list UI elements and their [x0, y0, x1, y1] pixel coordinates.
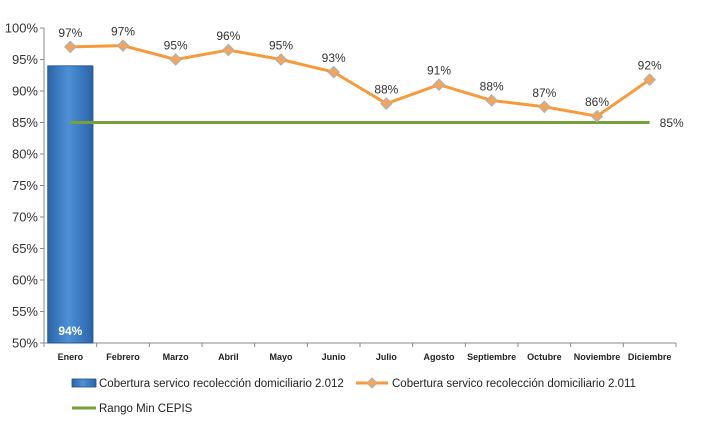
- line-data-label: 88%: [374, 83, 398, 97]
- x-tick-label: Mayo: [269, 352, 293, 362]
- line-data-label: 96%: [216, 29, 240, 43]
- x-tick-label: Abril: [218, 352, 239, 362]
- y-tick-label: 95%: [12, 52, 38, 67]
- line-2011-marker: [643, 73, 657, 87]
- bar: [47, 65, 94, 344]
- line-data-label: 97%: [111, 25, 135, 39]
- x-tick-label: Agosto: [424, 352, 455, 362]
- line-2011-marker: [537, 100, 551, 114]
- bar-series-2012: [47, 65, 94, 344]
- x-tick-label: Julio: [376, 352, 398, 362]
- line-2011-marker: [379, 97, 393, 110]
- line-2011-marker: [485, 94, 499, 107]
- line-data-label: 92%: [638, 59, 662, 73]
- x-tick-label: Marzo: [163, 352, 190, 362]
- y-tick-label: 70%: [12, 210, 38, 225]
- line-2011-marker: [169, 53, 183, 66]
- line-2011-marker: [590, 109, 604, 123]
- y-tick-label: 65%: [12, 241, 38, 256]
- x-axis: Enero Febrero Marzo Abril Mayo Junio Julio Agos…: [43, 342, 677, 362]
- line-2011-path: [70, 44, 651, 118]
- x-tick-label: Enero: [58, 352, 84, 362]
- line-data-label: 93%: [322, 51, 346, 65]
- y-tick-label: 60%: [12, 273, 38, 288]
- legend-marker-2011: [366, 377, 378, 389]
- line-data-label: 95%: [164, 39, 188, 53]
- x-tick-label: Octubre: [527, 352, 562, 362]
- x-tick-label: Febrero: [106, 352, 140, 362]
- line-2011-marker: [116, 39, 130, 52]
- x-tick-label: Noviembre: [574, 352, 621, 362]
- line-data-label: 95%: [269, 39, 293, 53]
- line-2011-marker: [221, 43, 235, 57]
- line-data-label: 87%: [532, 86, 556, 100]
- legend-label-bar: Cobertura servico recolección domiciliar…: [99, 378, 344, 390]
- line-series-2011: [63, 39, 657, 123]
- legend-label-line-2011: Cobertura servico recolección domiciliar…: [392, 378, 636, 390]
- line-data-label: 86%: [585, 95, 609, 109]
- y-tick-label: 80%: [12, 147, 38, 162]
- line-data-label: 88%: [480, 79, 504, 93]
- x-tick-label: Junio: [322, 352, 347, 362]
- data-labels: 94% 85% 97% 97% 95% 96% 95% 93% 88% 91% 88% 87% 86% 9…: [58, 25, 684, 338]
- x-tick-label: Septiembre: [467, 352, 516, 362]
- y-tick-label: 75%: [12, 178, 38, 193]
- line-data-label: 97%: [58, 26, 82, 40]
- line-2011-marker: [432, 78, 446, 92]
- y-tick-label: 55%: [12, 304, 38, 319]
- bar-data-label: 94%: [58, 324, 82, 338]
- legend-label-cepis: Rango Min CEPIS: [99, 403, 193, 415]
- line-2011-marker: [327, 65, 341, 79]
- x-tick-label: Diciembre: [628, 352, 672, 362]
- line-2011-marker: [63, 40, 77, 54]
- y-axis: 50% 55% 60% 65% 70% 75% 80% 85% 90% 95% 100%: [5, 21, 45, 351]
- y-tick-label: 100%: [5, 21, 39, 36]
- line-2011-marker: [274, 53, 288, 66]
- y-tick-label: 90%: [12, 84, 38, 99]
- legend: Cobertura servico recolección domiciliar…: [71, 377, 636, 415]
- y-tick-label: 50%: [12, 336, 38, 351]
- y-tick-label: 85%: [12, 115, 38, 130]
- legend-swatch-bar: [71, 378, 97, 388]
- line-data-label: 91%: [427, 64, 451, 78]
- cepis-end-label: 85%: [660, 116, 684, 130]
